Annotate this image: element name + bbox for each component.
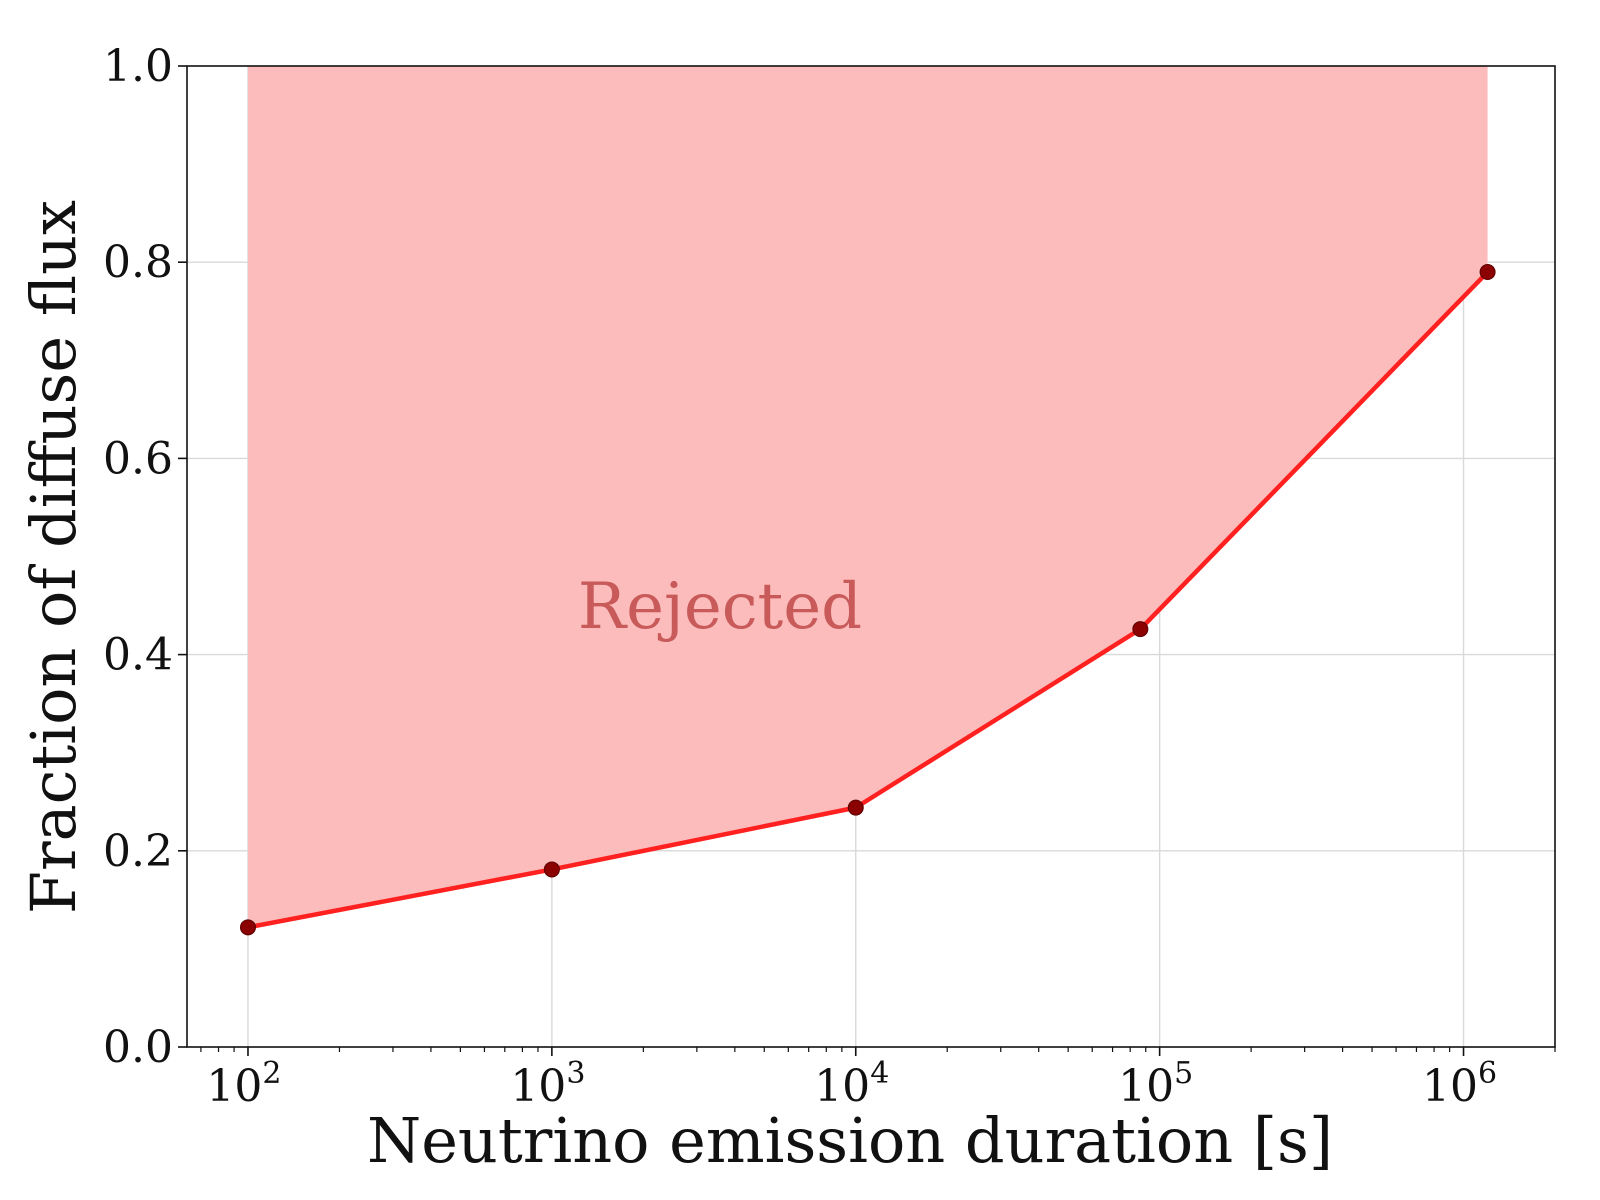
x-tick-label: 103 bbox=[510, 1056, 585, 1112]
axis-ticks bbox=[178, 65, 1465, 1056]
rejected-annotation: Rejected bbox=[578, 570, 862, 644]
y-tick-label: 1.0 bbox=[103, 41, 173, 92]
x-tick-label: 106 bbox=[1422, 1056, 1497, 1112]
y-tick-label: 0.0 bbox=[103, 1022, 173, 1073]
data-point bbox=[543, 861, 560, 878]
y-tick-labels: 0.0 0.2 0.4 0.6 0.8 1.0 bbox=[103, 41, 173, 1073]
y-tick-label: 0.4 bbox=[103, 630, 173, 681]
data-point bbox=[847, 799, 864, 816]
x-axis-label: Neutrino emission duration [s] bbox=[367, 1104, 1333, 1177]
data-point bbox=[1132, 621, 1149, 638]
y-axis-label: Fraction of diffuse flux bbox=[17, 200, 90, 914]
data-points bbox=[239, 264, 1496, 936]
data-point bbox=[1479, 264, 1496, 281]
rejected-region bbox=[247, 66, 1488, 928]
x-tick-label: 105 bbox=[1118, 1056, 1193, 1112]
x-minor-ticks bbox=[200, 1047, 1556, 1052]
y-tick-label: 0.2 bbox=[103, 826, 173, 877]
x-tick-labels: 102 103 104 105 106 bbox=[206, 1056, 1497, 1112]
x-tick-label: 102 bbox=[206, 1056, 281, 1112]
data-point bbox=[239, 919, 256, 936]
y-tick-label: 0.6 bbox=[103, 433, 173, 484]
x-tick-label: 104 bbox=[814, 1056, 889, 1112]
plot-frame bbox=[186, 65, 1556, 1048]
y-tick-label: 0.8 bbox=[103, 237, 173, 288]
